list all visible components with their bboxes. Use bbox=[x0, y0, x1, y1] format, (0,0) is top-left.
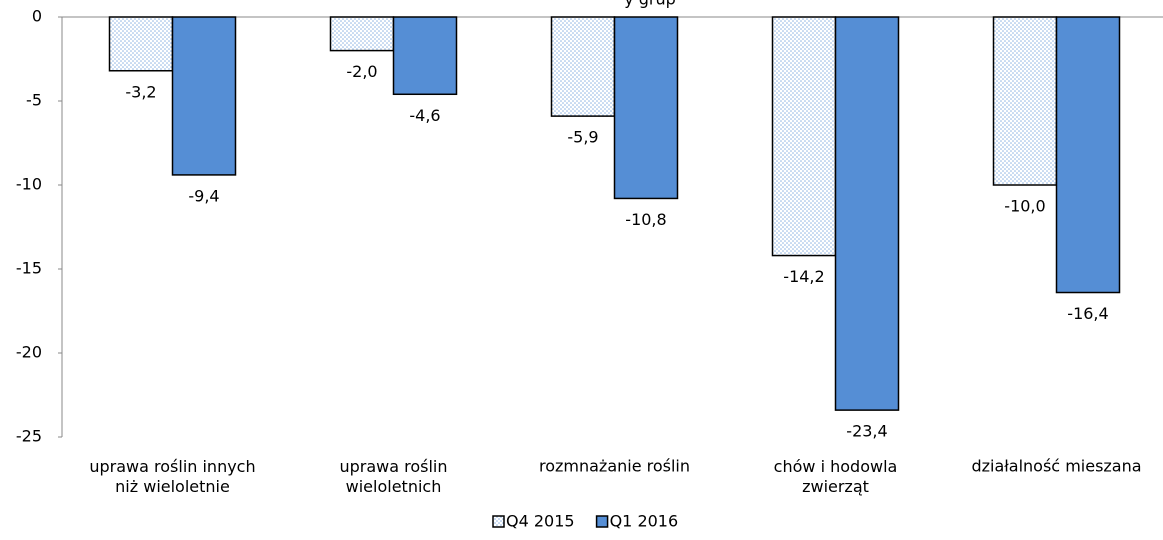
chart-title: y grup bbox=[624, 0, 676, 9]
x-tick-label: chów i hodowla zwierząt bbox=[774, 457, 898, 496]
y-tick-label: -10 bbox=[16, 175, 42, 194]
y-tick-label: -25 bbox=[16, 427, 42, 446]
bar bbox=[550, 16, 616, 117]
y-tick-label: 0 bbox=[32, 7, 42, 26]
legend-label: Q4 2015 bbox=[506, 512, 575, 531]
bar bbox=[108, 16, 174, 72]
y-tick-label: -20 bbox=[16, 343, 42, 362]
x-tick-label: działalność mieszana bbox=[971, 457, 1141, 476]
legend-label: Q1 2016 bbox=[610, 512, 679, 531]
y-tick-label: -15 bbox=[16, 259, 42, 278]
data-label: -10,8 bbox=[625, 210, 666, 229]
bar bbox=[329, 16, 395, 52]
data-label: -14,2 bbox=[783, 267, 824, 286]
bar bbox=[613, 16, 679, 200]
data-label: -2,0 bbox=[346, 62, 377, 81]
bar bbox=[834, 16, 900, 411]
bar bbox=[392, 16, 458, 96]
data-label: -10,0 bbox=[1004, 197, 1045, 216]
x-tick-label: uprawa roślin innych niż wieloletnie bbox=[89, 457, 255, 496]
bar bbox=[992, 16, 1058, 186]
data-label: -16,4 bbox=[1067, 304, 1108, 323]
data-label: -3,2 bbox=[125, 82, 156, 101]
data-label: -4,6 bbox=[409, 106, 440, 125]
y-tick-label: -5 bbox=[26, 91, 42, 110]
bar bbox=[171, 16, 237, 176]
legend-swatch bbox=[492, 515, 505, 528]
x-tick-label: rozmnażanie roślin bbox=[539, 457, 690, 476]
data-label: -5,9 bbox=[567, 128, 598, 147]
data-label: -23,4 bbox=[846, 422, 887, 441]
data-label: -9,4 bbox=[188, 186, 219, 205]
bar bbox=[771, 16, 837, 257]
bar bbox=[1055, 16, 1121, 294]
x-tick-label: uprawa roślin wieloletnich bbox=[339, 457, 447, 496]
legend-swatch bbox=[595, 515, 609, 528]
